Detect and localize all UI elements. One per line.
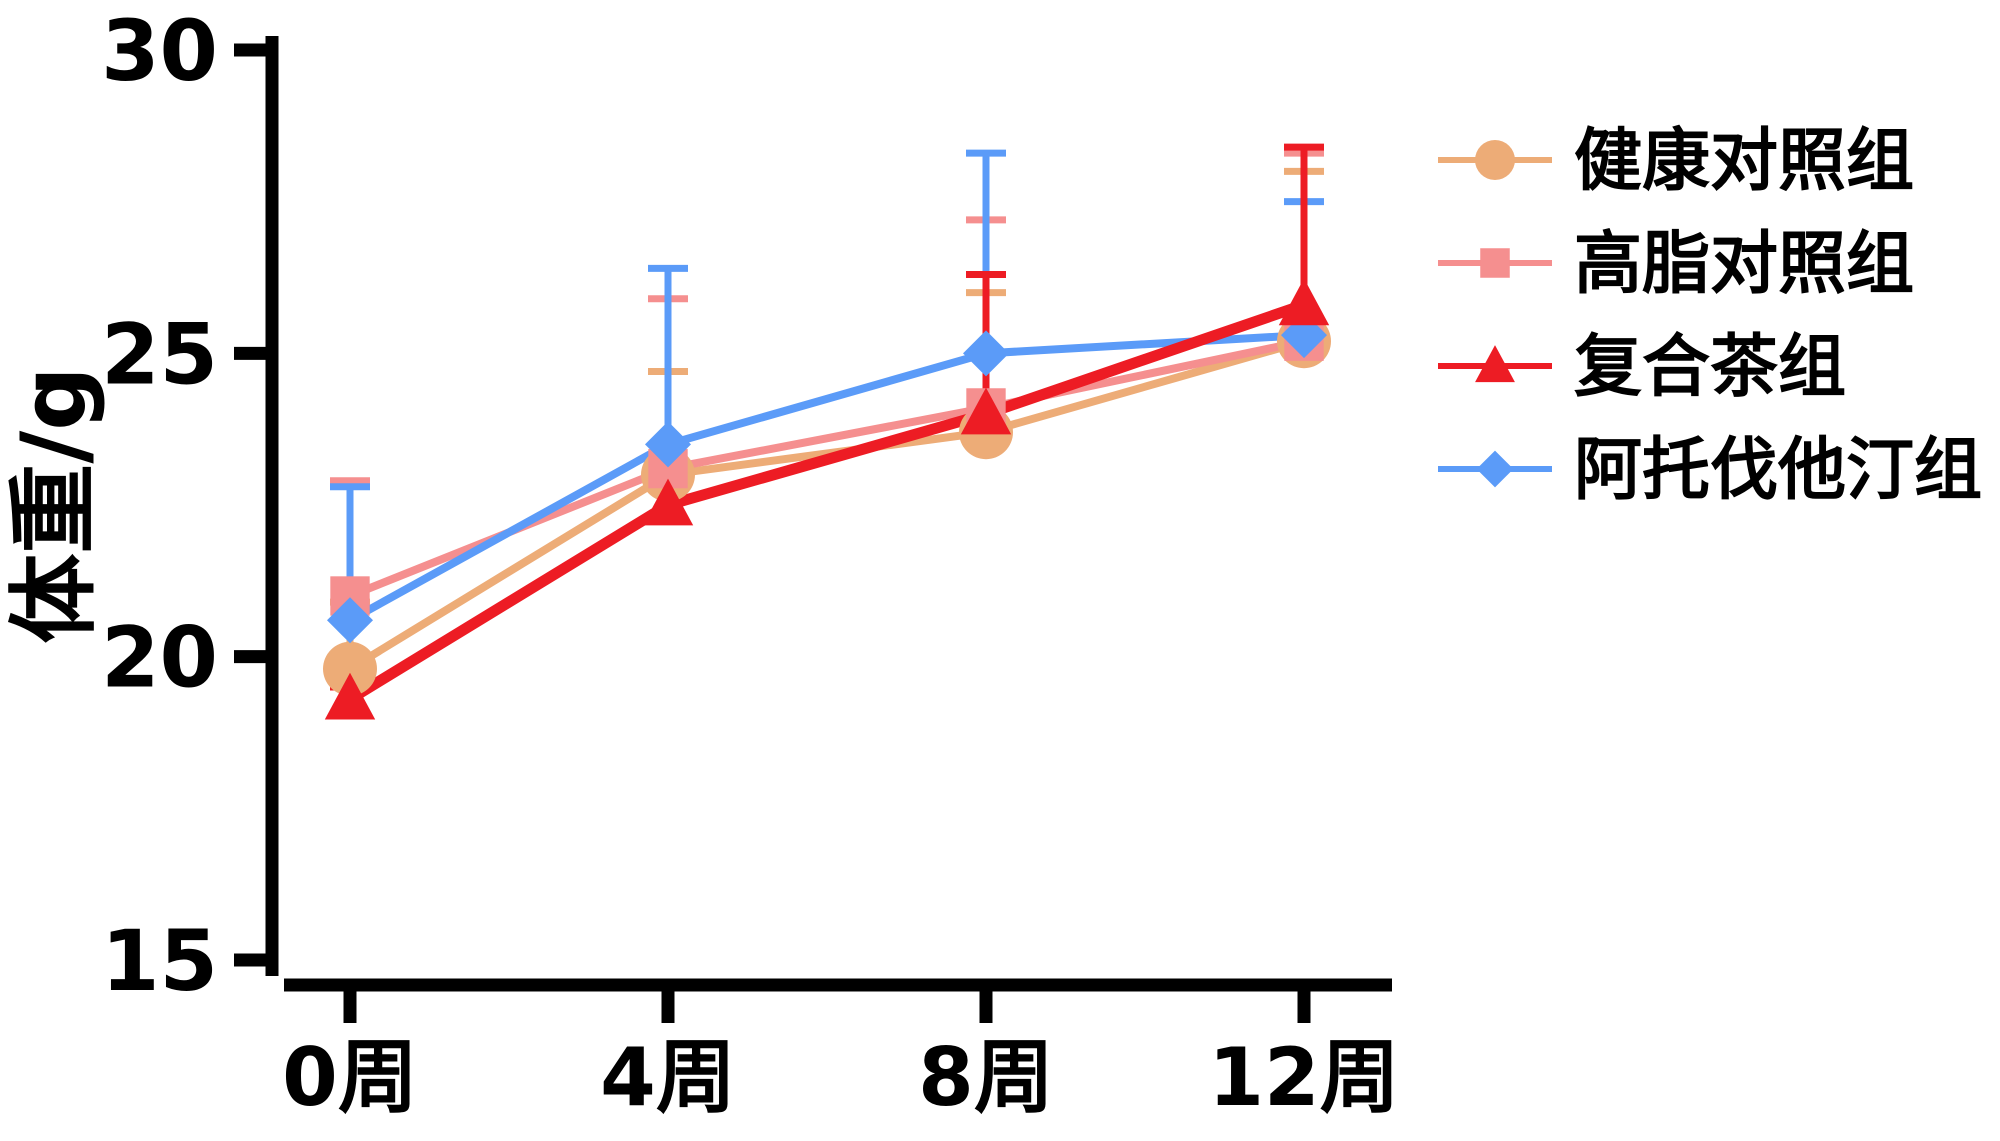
y-tick-label: 30: [101, 2, 218, 100]
x-tick-label: 0周: [282, 1031, 418, 1124]
y-axis-title: 体重/g: [2, 366, 107, 643]
marker-compound-tea-point-0: [324, 672, 376, 720]
series-line-compound-tea: [344, 299, 1310, 705]
marker-atorvastatin-point-2: [963, 330, 1009, 377]
marker-atorvastatin-point-1: [645, 421, 691, 468]
marker-compound-tea-point-1: [642, 478, 694, 526]
series-line-atorvastatin: [346, 331, 1308, 625]
legend-marker-healthy-control: [1475, 140, 1515, 180]
marker-healthy-control-point-0: [323, 641, 377, 696]
x-tick-label: 12周: [1208, 1031, 1399, 1124]
legend-label-compound-tea: 复合茶组: [1574, 328, 1846, 407]
legend-marker-high-fat-control: [1480, 248, 1510, 278]
series-line-healthy-control: [346, 337, 1308, 673]
legend-marker-atorvastatin: [1476, 450, 1514, 488]
marker-atorvastatin-point-0: [327, 597, 373, 644]
legend-marker-compound-tea: [1475, 345, 1515, 383]
x-tick-label: 4周: [600, 1031, 736, 1124]
marker-compound-tea-point-2: [960, 387, 1012, 435]
legend-label-healthy-control: 健康对照组: [1574, 122, 1914, 201]
y-tick-label: 20: [101, 609, 218, 707]
y-tick-label: 25: [101, 305, 218, 403]
y-tick-label: 15: [101, 912, 218, 1010]
marker-compound-tea-point-3: [1278, 278, 1330, 326]
legend-label-high-fat-control: 高脂对照组: [1574, 225, 1914, 304]
x-tick-label: 8周: [918, 1031, 1054, 1124]
legend-label-atorvastatin: 阿托伐他汀组: [1574, 431, 1982, 510]
